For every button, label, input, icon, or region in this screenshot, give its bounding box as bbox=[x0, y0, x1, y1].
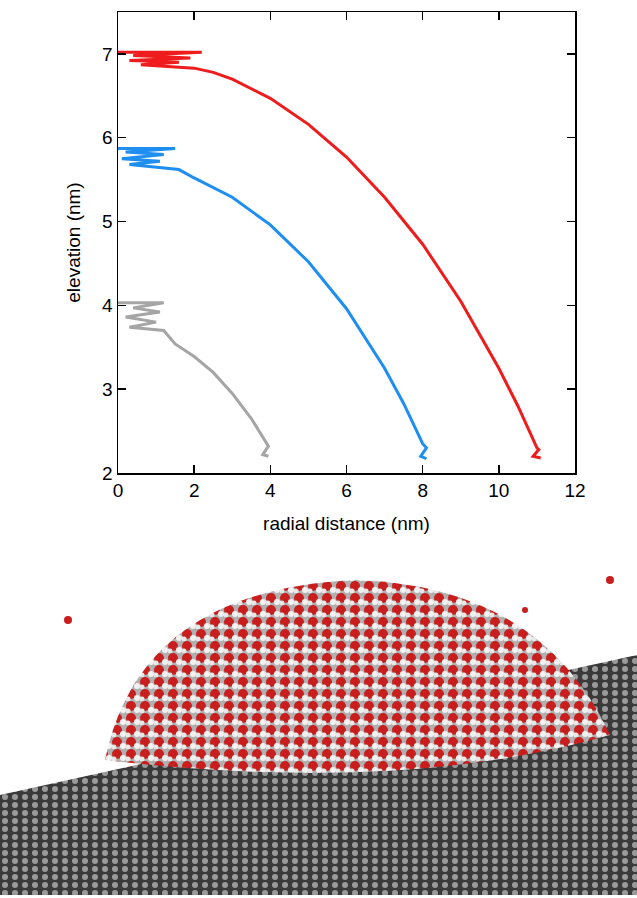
svg-text:2: 2 bbox=[189, 480, 200, 501]
svg-text:5: 5 bbox=[102, 211, 113, 232]
svg-text:8: 8 bbox=[417, 480, 428, 501]
svg-text:radial distance (nm): radial distance (nm) bbox=[263, 513, 430, 534]
svg-text:4: 4 bbox=[265, 480, 276, 501]
svg-text:3: 3 bbox=[102, 379, 113, 400]
svg-text:elevation (nm): elevation (nm) bbox=[63, 182, 84, 302]
svg-text:6: 6 bbox=[102, 127, 113, 148]
svg-text:6: 6 bbox=[341, 480, 352, 501]
svg-text:2: 2 bbox=[102, 463, 113, 484]
svg-text:12: 12 bbox=[564, 480, 585, 501]
svg-text:4: 4 bbox=[102, 295, 113, 316]
svg-text:0: 0 bbox=[113, 480, 124, 501]
svg-text:10: 10 bbox=[488, 480, 509, 501]
svg-text:7: 7 bbox=[102, 44, 113, 65]
